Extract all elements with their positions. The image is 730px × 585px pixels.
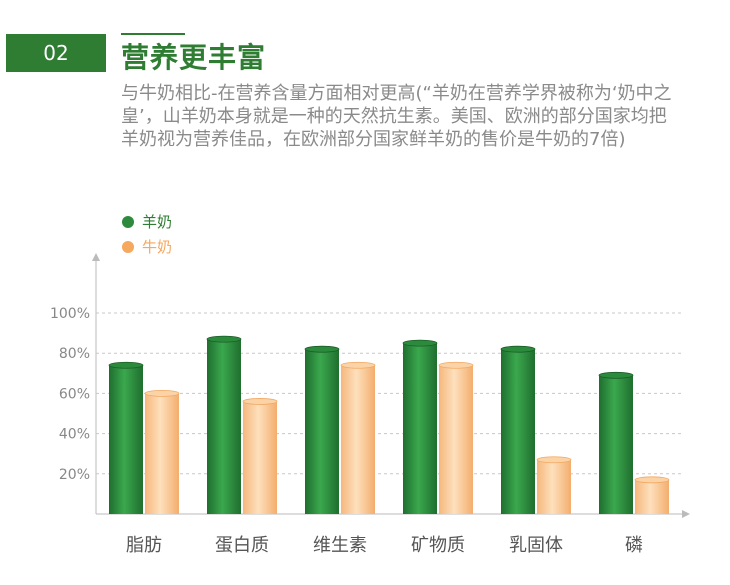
legend-label-goat: 羊奶	[142, 213, 173, 231]
y-axis-arrow-icon	[92, 253, 100, 261]
x-tick-label: 脂肪	[126, 535, 162, 556]
section-number-badge: 02	[6, 34, 106, 72]
bar-goat	[207, 339, 241, 514]
section-title: 营养更丰富	[121, 41, 267, 74]
bar-cap	[500, 345, 536, 353]
bar-cap	[536, 456, 572, 464]
bar-cow	[243, 401, 277, 514]
x-tick-label: 维生素	[313, 535, 367, 556]
bar-goat	[403, 343, 437, 514]
bar-goat	[501, 349, 535, 514]
bar-cap	[304, 345, 340, 353]
bar-cap	[206, 335, 242, 343]
y-tick-label: 80%	[59, 346, 90, 362]
legend-item-cow: 牛奶	[122, 236, 172, 257]
title-accent-rule	[121, 33, 185, 35]
bar-cap	[634, 476, 670, 484]
legend-label-cow: 牛奶	[142, 238, 173, 256]
x-tick-label: 蛋白质	[215, 535, 269, 556]
bar-cow	[439, 365, 473, 514]
bar-cap	[144, 389, 180, 397]
y-tick-label: 60%	[59, 386, 90, 402]
legend-dot-icon	[122, 215, 134, 228]
legend-item-goat: 羊奶	[122, 211, 172, 232]
y-tick-label: 100%	[50, 306, 90, 322]
bar-goat	[305, 349, 339, 514]
y-tick-label: 40%	[59, 427, 90, 443]
bar-cap	[438, 361, 474, 369]
bar-cap	[402, 339, 438, 347]
bar-cap	[108, 361, 144, 369]
bar-cow	[537, 459, 571, 514]
bar-goat	[599, 375, 633, 514]
bar-cap	[242, 398, 278, 405]
x-tick-label: 磷	[625, 535, 643, 556]
legend-dot-icon	[122, 240, 134, 253]
x-axis-arrow-icon	[682, 510, 690, 518]
y-tick-label: 20%	[59, 467, 90, 483]
bar-cow	[635, 479, 669, 514]
x-tick-label: 乳固体	[509, 535, 563, 556]
bar-cap	[598, 371, 634, 379]
section-description: 与牛奶相比-在营养含量方面相对更高(“羊奶在营养学界被称为‘奶中之皇’，山羊奶本…	[121, 83, 672, 150]
bar-cow	[145, 393, 179, 514]
bar-goat	[109, 365, 143, 514]
bar-cap	[340, 361, 376, 369]
bar-cow	[341, 365, 375, 514]
x-tick-label: 矿物质	[411, 535, 465, 556]
